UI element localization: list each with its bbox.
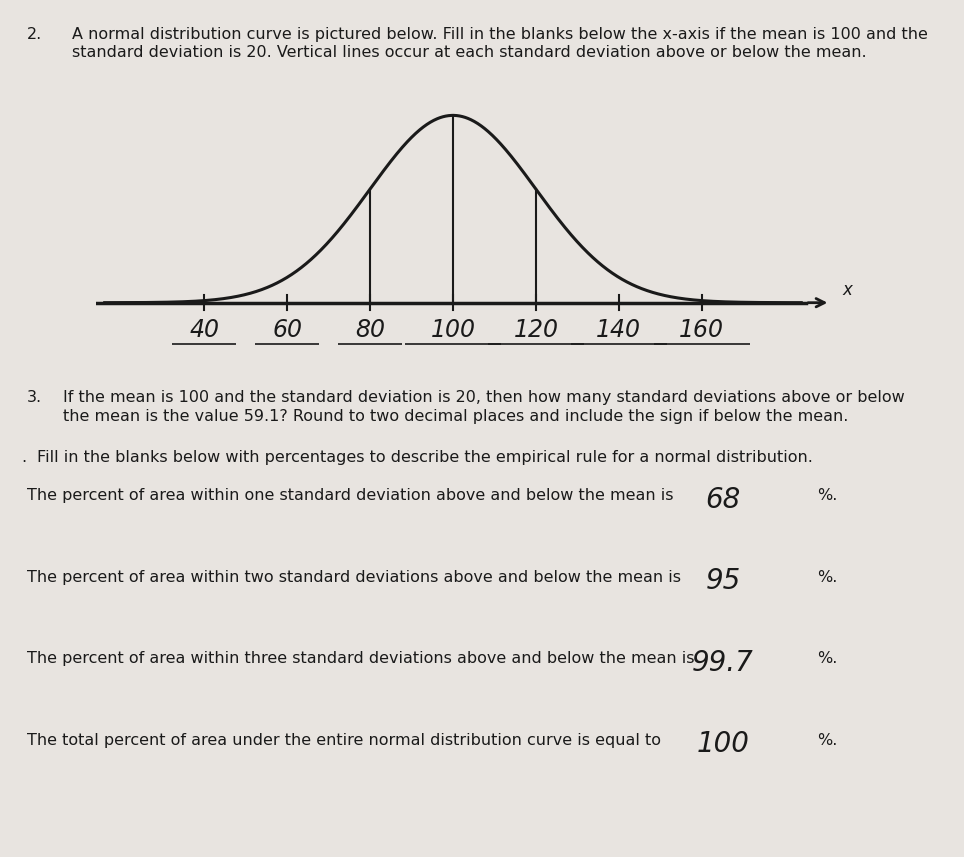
Text: 100: 100 (697, 730, 749, 758)
Text: %.: %. (817, 733, 838, 748)
Text: A normal distribution curve is pictured below. Fill in the blanks below the x-ax: A normal distribution curve is pictured … (72, 27, 928, 43)
Text: %.: %. (817, 570, 838, 585)
Text: x: x (843, 281, 852, 299)
Text: The total percent of area under the entire normal distribution curve is equal to: The total percent of area under the enti… (27, 733, 661, 748)
Text: 60: 60 (272, 318, 302, 342)
Text: 95: 95 (706, 567, 740, 596)
Text: .: . (21, 450, 26, 465)
Text: The percent of area within two standard deviations above and below the mean is: The percent of area within two standard … (27, 570, 681, 585)
Text: 3.: 3. (27, 390, 42, 405)
Text: 100: 100 (431, 318, 475, 342)
Text: The percent of area within three standard deviations above and below the mean is: The percent of area within three standar… (27, 651, 694, 667)
Text: 80: 80 (355, 318, 385, 342)
Text: standard deviation is 20. Vertical lines occur at each standard deviation above : standard deviation is 20. Vertical lines… (72, 45, 867, 60)
Text: 40: 40 (189, 318, 219, 342)
Text: the mean is the value 59.1? Round to two decimal places and include the sign if : the mean is the value 59.1? Round to two… (63, 409, 848, 424)
Text: %.: %. (817, 651, 838, 667)
Text: Fill in the blanks below with percentages to describe the empirical rule for a n: Fill in the blanks below with percentage… (37, 450, 813, 465)
Text: %.: %. (817, 488, 838, 504)
Text: 160: 160 (680, 318, 724, 342)
Text: If the mean is 100 and the standard deviation is 20, then how many standard devi: If the mean is 100 and the standard devi… (63, 390, 904, 405)
Text: 140: 140 (597, 318, 641, 342)
Text: 120: 120 (514, 318, 558, 342)
Text: The percent of area within one standard deviation above and below the mean is: The percent of area within one standard … (27, 488, 674, 504)
Text: 68: 68 (706, 486, 740, 514)
Text: 99.7: 99.7 (692, 649, 754, 677)
Text: 2.: 2. (27, 27, 42, 43)
